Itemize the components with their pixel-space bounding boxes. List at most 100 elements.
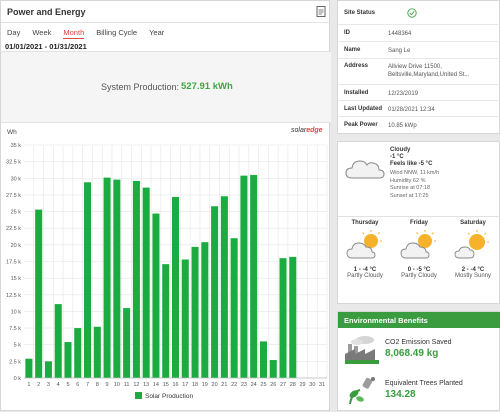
panel-title: Power and Energy (7, 7, 86, 17)
x-tick-label: 27 (280, 382, 286, 388)
bar-day-20 (211, 206, 219, 378)
y-tick-label: 10 k (11, 309, 22, 315)
bar-day-2 (35, 209, 43, 378)
current-condition: Cloudy (390, 147, 411, 153)
x-tick-label: 29 (300, 382, 306, 388)
site-peak-row: Peak Power 10.85 kWp (338, 117, 500, 134)
partly-cloudy-icon (400, 230, 436, 259)
x-tick-label: 31 (319, 382, 325, 388)
tab-day[interactable]: Day (7, 28, 21, 37)
x-tick-label: 26 (270, 382, 276, 388)
site-id-row: ID 1448364 (338, 25, 500, 42)
forecast-temp: 2 - -4 °C (461, 267, 485, 273)
bar-day-26 (269, 360, 277, 378)
y-tick-label: 12.5 k (6, 293, 21, 299)
co2-label: CO2 Emission Saved (385, 339, 452, 346)
date-range[interactable]: 01/01/2021 - 01/31/2021 (5, 42, 87, 51)
tab-year[interactable]: Year (149, 28, 165, 37)
production-value: 527.91 kWh (181, 81, 233, 92)
divider (338, 216, 500, 217)
sunset: Sunset at 17:25 (390, 192, 429, 199)
forecast-temp: 0 - -5 °C (407, 267, 431, 273)
last-updated-value: 01/28/2021 12:34 (388, 107, 435, 113)
bar-day-24 (250, 174, 258, 378)
x-tick-label: 9 (106, 382, 109, 388)
current-weather-details: Wind NNW, 11 km/h Humidity 62 % Sunrise … (390, 170, 439, 200)
site-updated-row: Last Updated 01/28/2021 12:34 (338, 101, 500, 117)
print-icon[interactable] (316, 6, 326, 17)
env-title: Environmental Benefits (338, 312, 500, 328)
trees-value: 134.28 (385, 389, 416, 400)
cloudy-icon (345, 160, 385, 179)
x-tick-label: 28 (290, 382, 296, 388)
y-tick-label: 15 k (11, 276, 22, 282)
forecast-day: Thursday 1 - -4 °C Partly Cloudy (338, 220, 392, 279)
period-tabs: Day Week Month Billing Cycle Year (7, 28, 176, 39)
partly-cloudy-icon (346, 230, 382, 259)
chart-unit-label: Wh (7, 129, 17, 136)
x-tick-label: 19 (202, 382, 208, 388)
divider (1, 22, 331, 23)
y-tick-label: 25 k (11, 210, 22, 216)
x-tick-label: 5 (66, 382, 69, 388)
solaredge-logo: solaredge (291, 127, 323, 134)
current-temp: -1 °C (390, 154, 404, 160)
x-tick-label: 22 (231, 382, 237, 388)
bar-day-19 (201, 242, 209, 378)
bar-day-13 (142, 187, 150, 378)
installed-label: Installed (344, 90, 369, 96)
sunrise: Sunrise at 07:18 (390, 185, 431, 191)
x-tick-label: 3 (47, 382, 50, 388)
x-tick-label: 12 (133, 382, 139, 388)
y-tick-label: 0 k (14, 376, 22, 382)
bar-day-12 (132, 180, 140, 378)
co2-value: 8,068.49 kg (385, 348, 439, 359)
site-id-value: 1448364 (388, 31, 412, 37)
site-status-row: Site Status (338, 1, 500, 25)
bar-day-21 (220, 196, 228, 378)
forecast-day-name: Saturday (460, 220, 486, 226)
x-tick-label: 24 (251, 382, 257, 388)
y-tick-label: 30 k (11, 176, 22, 182)
bar-day-28 (289, 256, 297, 378)
wind: Wind NNW, 11 km/h (390, 170, 440, 176)
forecast-desc: Partly Cloudy (347, 273, 383, 279)
peak-power-label: Peak Power (344, 122, 378, 128)
site-details: Site Status ID 1448364 Name Sang Le Addr… (337, 0, 500, 134)
tab-month[interactable]: Month (63, 28, 85, 39)
x-tick-label: 1 (27, 382, 30, 388)
tab-week[interactable]: Week (32, 28, 52, 37)
y-tick-label: 2.5 k (9, 359, 21, 365)
current-feels-like: Feels like -5 °C (390, 161, 433, 167)
energy-bar-chart: 0 k 2.5 k 5 k 7.5 k 10 k 12.5 k 15 k 17.5 k 20 k… (6, 143, 328, 400)
x-tick-label: 18 (192, 382, 198, 388)
forecast-desc: Mostly Sunny (454, 273, 491, 279)
site-name-row: Name Sang Le (338, 42, 500, 59)
x-tick-label: 15 (163, 382, 169, 388)
forecast-desc: Partly Cloudy (401, 273, 437, 279)
forecast-day-name: Thursday (351, 220, 379, 226)
bar-day-9 (103, 177, 111, 378)
x-tick-label: 21 (221, 382, 227, 388)
x-tick-label: 2 (37, 382, 40, 388)
current-weather: Cloudy -1 °C Feels like -5 °C (390, 147, 432, 168)
bar-day-16 (171, 196, 180, 378)
legend-label: Solar Production (145, 393, 193, 400)
forecast-temp: 1 - -4 °C (353, 267, 377, 273)
y-tick-label: 32.5 k (6, 160, 21, 166)
production-label: System Production: (101, 82, 180, 92)
bar-day-17 (181, 259, 189, 378)
tab-billing-cycle[interactable]: Billing Cycle (96, 28, 138, 37)
check-circle-icon (407, 8, 417, 18)
forecast-day-name: Friday (409, 220, 428, 226)
bar-day-6 (74, 328, 82, 378)
x-tick-label: 10 (114, 382, 120, 388)
site-name-label: Name (344, 47, 361, 53)
x-tick-label: 7 (86, 382, 89, 388)
x-tick-label: 25 (260, 382, 266, 388)
x-tick-label: 4 (57, 382, 60, 388)
bar-day-23 (240, 175, 248, 378)
peak-power-value: 10.85 kWp (388, 123, 417, 129)
installed-value: 12/23/2019 (388, 91, 419, 97)
bar-day-14 (152, 213, 160, 378)
